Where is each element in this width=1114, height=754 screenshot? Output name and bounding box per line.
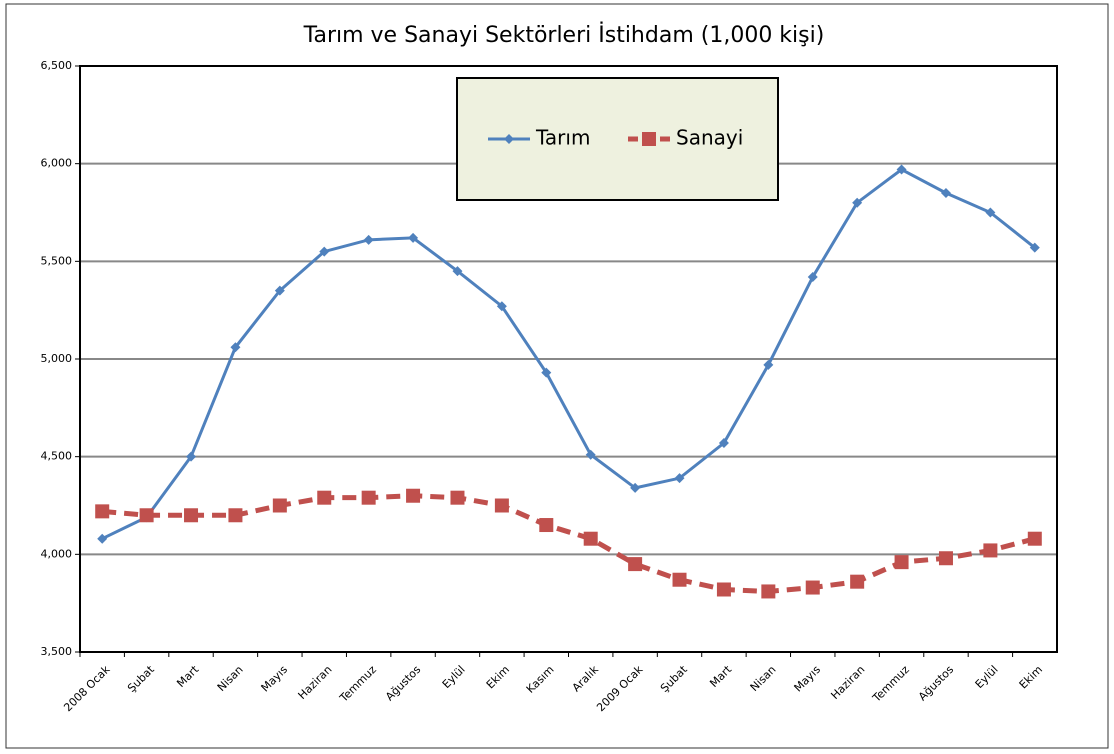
data-point: [585, 449, 596, 460]
chart-title: Tarım ve Sanayi Sektörleri İstihdam (1,0…: [303, 22, 825, 48]
data-point: [139, 508, 154, 523]
data-point: [361, 490, 376, 505]
data-point: [807, 271, 818, 282]
y-tick-label: 5,000: [41, 352, 73, 365]
data-point: [541, 367, 552, 378]
data-point: [674, 473, 685, 484]
series-line: [101, 493, 1036, 594]
data-point: [850, 574, 865, 589]
data-point: [985, 207, 996, 218]
data-point: [983, 543, 998, 558]
data-point: [494, 498, 509, 513]
data-point: [940, 187, 951, 198]
data-point: [761, 584, 776, 599]
legend-label: Sanayi: [676, 126, 743, 150]
data-point: [496, 301, 507, 312]
y-tick-label: 6,000: [41, 157, 73, 170]
data-point: [406, 488, 421, 503]
series-line: [101, 167, 1036, 541]
data-point: [95, 504, 110, 519]
data-point: [628, 557, 643, 572]
legend-marker: [642, 132, 656, 146]
data-point: [274, 285, 285, 296]
data-point: [317, 490, 332, 505]
data-point: [894, 555, 909, 570]
data-point: [763, 359, 774, 370]
data-point: [805, 580, 820, 595]
data-point: [630, 482, 641, 493]
data-point: [672, 572, 687, 587]
data-point: [852, 197, 863, 208]
data-point: [186, 451, 197, 462]
y-tick-label: 3,500: [41, 645, 73, 658]
data-point: [539, 518, 554, 533]
data-point: [230, 342, 241, 353]
legend-marker: [504, 134, 514, 144]
y-tick-label: 6,500: [41, 59, 73, 72]
y-tick-label: 5,500: [41, 254, 73, 267]
data-point: [896, 164, 907, 175]
y-tick-label: 4,500: [41, 450, 73, 463]
data-point: [97, 533, 108, 544]
data-point: [718, 437, 729, 448]
data-point: [1027, 531, 1042, 546]
data-point: [1029, 242, 1040, 253]
legend-label: Tarım: [535, 126, 590, 150]
data-point: [408, 232, 419, 243]
data-point: [363, 234, 374, 245]
data-point: [716, 582, 731, 597]
data-point: [938, 551, 953, 566]
data-point: [272, 498, 287, 513]
data-point: [450, 490, 465, 505]
data-point: [319, 246, 330, 257]
data-point: [228, 508, 243, 523]
data-point: [452, 266, 463, 277]
data-point: [583, 531, 598, 546]
y-tick-label: 4,000: [41, 547, 73, 560]
data-point: [184, 508, 199, 523]
legend: Tarım Sanayi: [456, 77, 779, 201]
